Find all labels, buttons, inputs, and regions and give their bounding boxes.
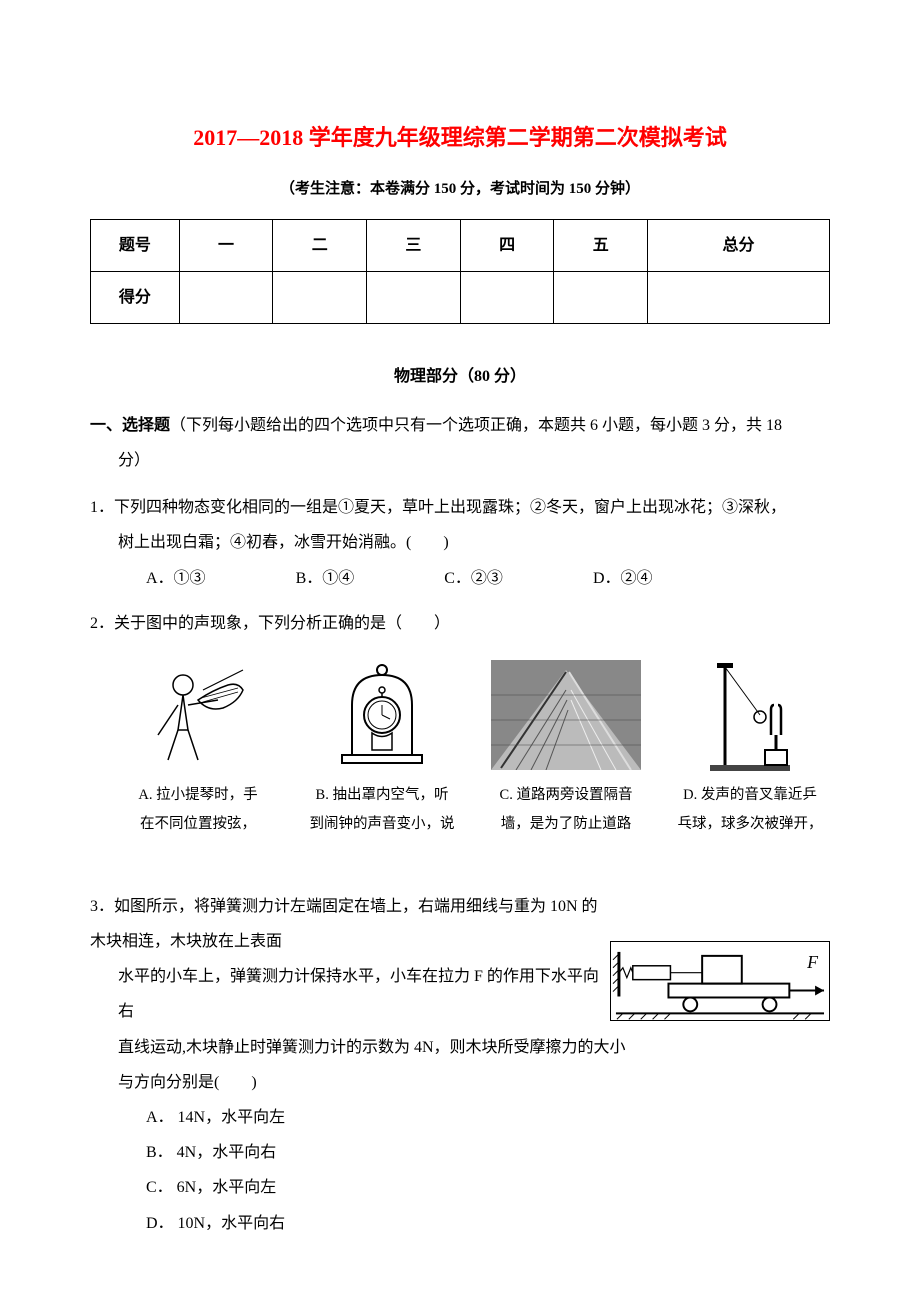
col-4: 四	[460, 220, 554, 272]
score-cell	[179, 272, 273, 324]
q3-line3: 直线运动,木块静止时弹簧测力计的示数为 4N，则木块所受摩擦力的大小	[90, 1030, 830, 1065]
q3-opt-c: C． 6N，水平向左	[146, 1170, 830, 1205]
fig-belljar: B. 抽出罩内空气，听 到闹钟的声音变小，说	[302, 655, 462, 839]
q1-opt-b: B．①④	[296, 561, 355, 596]
fig-b-l1: B. 抽出罩内空气，听	[310, 781, 455, 810]
choice-intro-label: 一、选择题	[90, 417, 170, 434]
q3-opt-d: D． 10N，水平向右	[146, 1206, 830, 1241]
q1-line2: 树上出现白霜；④初春，冰雪开始消融。( )	[90, 525, 830, 560]
col-2: 二	[273, 220, 367, 272]
row-score-label: 得分	[91, 272, 180, 324]
score-cell	[648, 272, 830, 324]
q3-diagram: F	[610, 941, 830, 1021]
table-row: 得分	[91, 272, 830, 324]
q3-opt-b: B． 4N，水平向右	[146, 1135, 830, 1170]
q1-opt-d: D．②④	[593, 561, 653, 596]
fig-tuningfork: D. 发声的音叉靠近乒 乓球，球多次被弹开，	[670, 655, 830, 839]
col-3: 三	[367, 220, 461, 272]
col-5: 五	[554, 220, 648, 272]
tuningfork-icon	[675, 655, 825, 775]
fig-d-caption: D. 发声的音叉靠近乒 乓球，球多次被弹开，	[678, 781, 823, 839]
fig-a-caption: A. 拉小提琴时，手 在不同位置按弦，	[138, 781, 257, 839]
page-subtitle: （考生注意：本卷满分 150 分，考试时间为 150 分钟）	[90, 177, 830, 201]
fig-c-l2: 墙，是为了防止道路	[500, 810, 633, 839]
q3-opt-a: A． 14N，水平向左	[146, 1100, 830, 1135]
score-cell	[367, 272, 461, 324]
violin-icon	[123, 655, 273, 775]
force-label: F	[806, 952, 819, 972]
col-1: 一	[179, 220, 273, 272]
q1-options: A．①③ B．①④ C．②③ D．②④	[90, 561, 830, 596]
question-1: 1．下列四种物态变化相同的一组是①夏天，草叶上出现露珠；②冬天，窗户上出现冰花；…	[90, 490, 830, 596]
score-table: 题号 一 二 三 四 五 总分 得分	[90, 219, 830, 324]
fig-soundwall: C. 道路两旁设置隔音 墙，是为了防止道路	[486, 655, 646, 839]
choice-intro: 一、选择题（下列每小题给出的四个选项中只有一个选项正确，本题共 6 小题，每小题…	[90, 408, 830, 478]
table-row: 题号 一 二 三 四 五 总分	[91, 220, 830, 272]
choice-intro-cont: 分）	[90, 443, 830, 478]
page-title: 2017—2018 学年度九年级理综第二学期第二次模拟考试	[90, 120, 830, 155]
question-2: 2．关于图中的声现象，下列分析正确的是（ ） A. 拉小提琴时，手 在不	[90, 606, 830, 839]
score-cell	[554, 272, 648, 324]
question-3: F 3．如图所示，将弹簧测力计左端固定在墙上，右端用细线与重为 10N 的木块相…	[90, 889, 830, 1241]
section-header: 物理部分（80 分）	[90, 364, 830, 390]
q1-opt-c: C．②③	[444, 561, 503, 596]
q2-stem: 2．关于图中的声现象，下列分析正确的是（ ）	[90, 606, 830, 641]
choice-intro-text: （下列每小题给出的四个选项中只有一个选项正确，本题共 6 小题，每小题 3 分，…	[170, 417, 782, 434]
fig-d-l1: D. 发声的音叉靠近乒	[678, 781, 823, 810]
score-cell	[273, 272, 367, 324]
score-cell	[460, 272, 554, 324]
q1-line1: 1．下列四种物态变化相同的一组是①夏天，草叶上出现露珠；②冬天，窗户上出现冰花；…	[90, 490, 830, 525]
soundwall-icon	[491, 655, 641, 775]
belljar-icon	[307, 655, 457, 775]
fig-violin: A. 拉小提琴时，手 在不同位置按弦，	[118, 655, 278, 839]
fig-a-l1: A. 拉小提琴时，手	[138, 781, 257, 810]
fig-b-caption: B. 抽出罩内空气，听 到闹钟的声音变小，说	[310, 781, 455, 839]
q3-options: A． 14N，水平向左 B． 4N，水平向右 C． 6N，水平向左 D． 10N…	[90, 1100, 830, 1241]
fig-a-l2: 在不同位置按弦，	[138, 810, 257, 839]
fig-c-caption: C. 道路两旁设置隔音 墙，是为了防止道路	[500, 781, 633, 839]
fig-c-l1: C. 道路两旁设置隔音	[500, 781, 633, 810]
q2-figures: A. 拉小提琴时，手 在不同位置按弦，	[118, 655, 830, 839]
col-label: 题号	[91, 220, 180, 272]
q3-line4: 与方向分别是( )	[90, 1065, 830, 1100]
fig-b-l2: 到闹钟的声音变小，说	[310, 810, 455, 839]
fig-d-l2: 乓球，球多次被弹开，	[678, 810, 823, 839]
q1-opt-a: A．①③	[146, 561, 206, 596]
col-total: 总分	[648, 220, 830, 272]
